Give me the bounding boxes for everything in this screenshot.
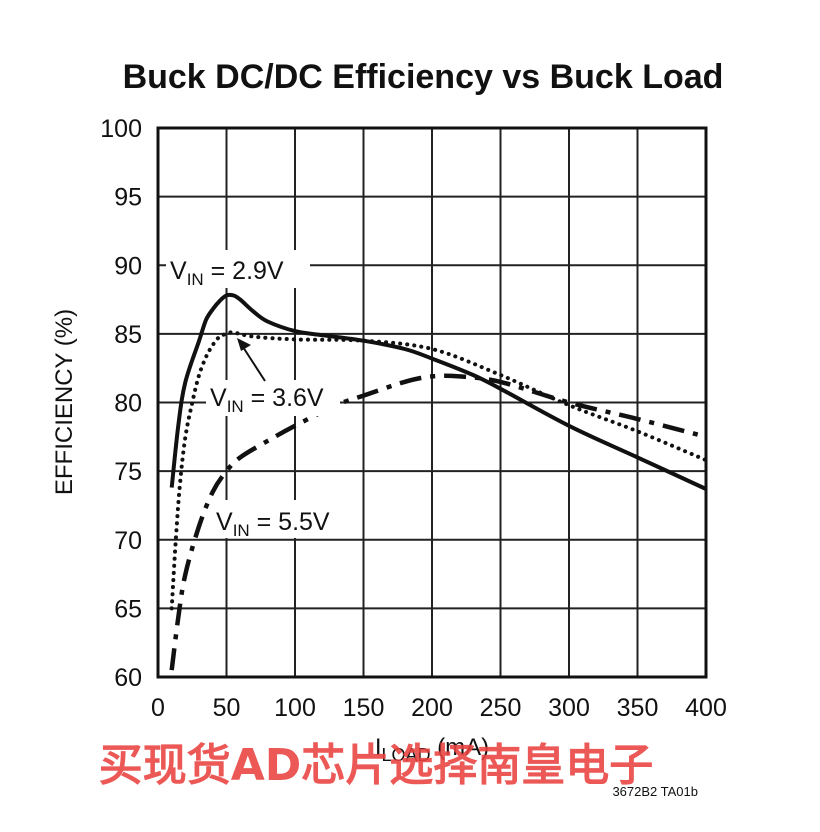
- x-tick-label: 350: [617, 694, 659, 722]
- series-label-2-9v: VIN = 2.9V: [170, 257, 284, 289]
- x-tick-label: 100: [274, 694, 316, 722]
- x-tick-label: 250: [480, 694, 522, 722]
- y-tick-label: 100: [100, 115, 142, 143]
- figure-code: 3672B2 TA01b: [612, 784, 698, 799]
- series-line-vin-2-9v: [169, 292, 707, 491]
- x-tick-label: 300: [548, 694, 590, 722]
- watermark-text: 买现货AD芯片选择南皇电子: [99, 740, 654, 791]
- series-line-vin-3-6v: [169, 330, 708, 611]
- y-tick-label: 65: [114, 595, 142, 623]
- y-tick-label: 80: [114, 390, 142, 418]
- x-tick-label: 0: [151, 694, 165, 722]
- series-label-bg-2-9v: [166, 250, 310, 288]
- x-tick-label: 50: [213, 694, 241, 722]
- series-label-arrow-3-6v: [242, 346, 266, 382]
- series-label-3-6v: VIN = 3.6V: [210, 384, 324, 416]
- x-tick-label: 400: [685, 694, 727, 722]
- series-label-bg-3-6v: [206, 380, 340, 416]
- y-tick-label: 95: [114, 184, 142, 212]
- x-axis-label: ILOAD (mA): [375, 734, 489, 765]
- y-tick-label: 90: [114, 252, 142, 280]
- series-label-5-5v: VIN = 5.5V: [216, 508, 330, 540]
- y-tick-label: 85: [114, 321, 142, 349]
- chart-title: Buck DC/DC Efficiency vs Buck Load: [123, 58, 724, 96]
- series-label-bg-5-5v: [213, 500, 353, 538]
- y-tick-label: 75: [114, 458, 142, 486]
- plot-frame: [156, 126, 708, 679]
- series-lines: [169, 292, 708, 671]
- y-tick-label: 60: [114, 664, 142, 692]
- x-tick-label: 150: [343, 694, 385, 722]
- y-tick-label: 70: [114, 527, 142, 555]
- y-tick-labels: 60 65 70 75 80 85 90 95 100: [100, 115, 142, 692]
- series-label-arrowhead-3-6v: [237, 338, 251, 351]
- x-tick-labels: 0 50 100 150 200 250 300 350 400: [151, 694, 727, 722]
- y-axis-label: EFFICIENCY (%): [51, 309, 78, 495]
- x-tick-label: 200: [411, 694, 453, 722]
